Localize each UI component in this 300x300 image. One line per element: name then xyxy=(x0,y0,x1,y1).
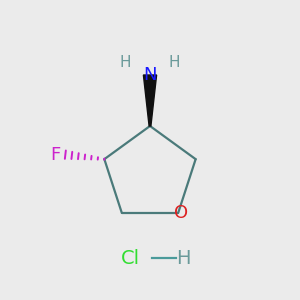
Text: N: N xyxy=(143,66,157,84)
Text: H: H xyxy=(176,248,190,268)
Text: O: O xyxy=(174,204,188,222)
Text: Cl: Cl xyxy=(121,248,140,268)
Text: H: H xyxy=(120,55,131,70)
Polygon shape xyxy=(143,75,157,126)
Text: F: F xyxy=(51,146,61,164)
Text: H: H xyxy=(169,55,180,70)
